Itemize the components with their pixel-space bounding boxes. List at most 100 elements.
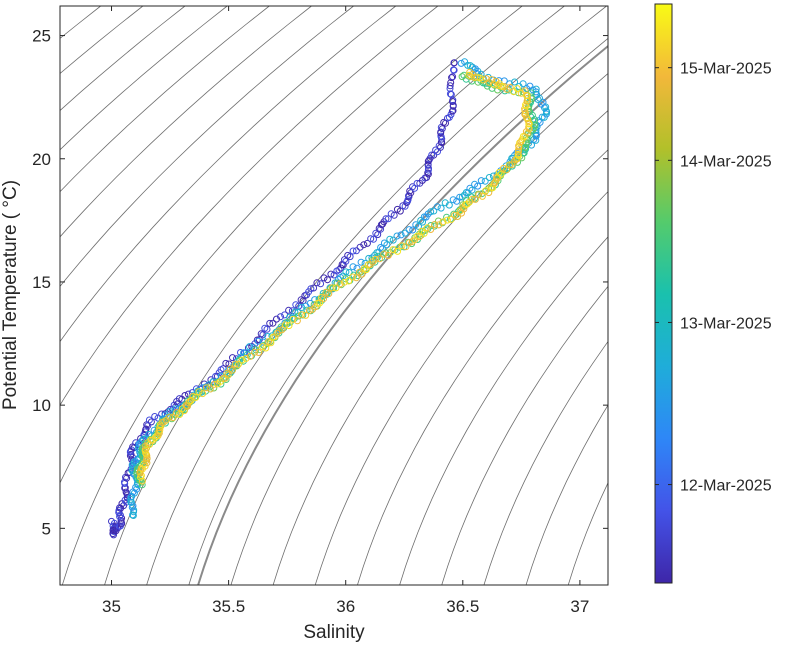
isopycnal-line xyxy=(272,110,608,585)
data-point xyxy=(324,276,331,284)
data-point xyxy=(311,303,319,311)
y-axis-title: Potential Temperature ( °C) xyxy=(0,180,21,410)
y-tick-label: 25 xyxy=(32,27,51,46)
data-point xyxy=(383,241,391,249)
data-points xyxy=(108,58,551,539)
data-point xyxy=(497,170,505,178)
data-point xyxy=(532,85,540,93)
data-point xyxy=(349,263,357,271)
data-point xyxy=(146,441,153,448)
y-tick-label: 15 xyxy=(32,273,51,292)
x-tick-label: 35.5 xyxy=(212,597,245,616)
data-point xyxy=(202,384,210,392)
isopycnal-line xyxy=(357,191,608,585)
data-point xyxy=(328,284,336,292)
data-point xyxy=(468,186,476,194)
data-point xyxy=(427,208,435,216)
data-point xyxy=(413,179,421,187)
data-point xyxy=(295,312,302,320)
isopycnal-line xyxy=(399,236,608,585)
data-point xyxy=(427,222,435,229)
isopycnal-line xyxy=(60,6,144,75)
data-point xyxy=(206,385,214,393)
data-point xyxy=(360,241,368,249)
data-point xyxy=(466,62,474,70)
data-point xyxy=(233,362,241,370)
data-point xyxy=(320,274,328,282)
data-point xyxy=(257,330,265,338)
data-point xyxy=(417,217,425,224)
data-point xyxy=(306,299,314,307)
data-point xyxy=(188,393,196,401)
highlight-isopycnal xyxy=(197,44,608,585)
isopycnal-line xyxy=(60,6,186,112)
data-point xyxy=(396,207,404,215)
data-point xyxy=(384,215,392,223)
data-point xyxy=(145,416,153,424)
data-point xyxy=(380,250,388,258)
isopycnal-line xyxy=(441,285,608,585)
data-point xyxy=(127,447,135,455)
data-point xyxy=(517,89,525,97)
data-point xyxy=(460,205,468,213)
data-point xyxy=(259,331,267,339)
data-point xyxy=(457,59,465,67)
data-point xyxy=(115,507,123,514)
isopycnal-line xyxy=(61,6,523,585)
data-point xyxy=(250,344,258,352)
data-point xyxy=(234,360,242,368)
data-point xyxy=(534,117,542,125)
y-tick-label: 20 xyxy=(32,150,51,169)
data-point xyxy=(449,196,457,204)
data-point xyxy=(155,429,163,437)
plot-frame xyxy=(59,5,609,586)
data-point xyxy=(501,83,509,91)
data-point xyxy=(160,418,168,426)
data-point xyxy=(335,266,343,274)
data-point xyxy=(450,66,458,74)
data-point xyxy=(242,354,250,362)
data-point xyxy=(375,224,383,232)
data-point xyxy=(532,136,540,144)
data-point xyxy=(502,166,510,174)
data-point xyxy=(246,352,254,360)
data-point xyxy=(382,215,390,223)
data-point xyxy=(149,436,157,444)
data-point xyxy=(389,236,397,244)
data-point xyxy=(467,73,475,81)
data-point xyxy=(278,326,286,334)
data-point xyxy=(367,235,375,243)
colorbar xyxy=(654,3,673,584)
data-point xyxy=(530,124,538,132)
y-axis: 5 10 15 20 25 xyxy=(32,27,608,538)
isopycnal-line xyxy=(567,481,608,585)
data-point xyxy=(437,204,445,212)
data-point xyxy=(372,229,380,237)
data-point xyxy=(448,74,456,82)
data-point xyxy=(246,343,253,351)
data-point xyxy=(224,371,232,379)
data-point xyxy=(291,308,299,316)
data-point xyxy=(431,221,439,228)
data-point xyxy=(374,231,382,239)
data-point xyxy=(362,266,370,274)
data-point xyxy=(327,270,335,278)
data-point xyxy=(289,315,297,323)
isopycnal-line xyxy=(314,149,608,585)
data-point xyxy=(430,207,438,215)
data-point xyxy=(433,203,441,211)
data-point xyxy=(229,354,236,362)
data-point xyxy=(181,392,189,399)
data-point xyxy=(223,370,231,377)
data-point xyxy=(320,295,328,303)
data-point xyxy=(393,232,401,240)
data-point xyxy=(447,79,455,87)
data-point xyxy=(466,184,474,192)
data-point xyxy=(522,102,530,110)
data-point xyxy=(277,313,284,321)
data-point xyxy=(266,319,274,327)
data-point xyxy=(271,333,279,341)
data-point xyxy=(438,125,446,133)
data-point xyxy=(166,413,174,421)
